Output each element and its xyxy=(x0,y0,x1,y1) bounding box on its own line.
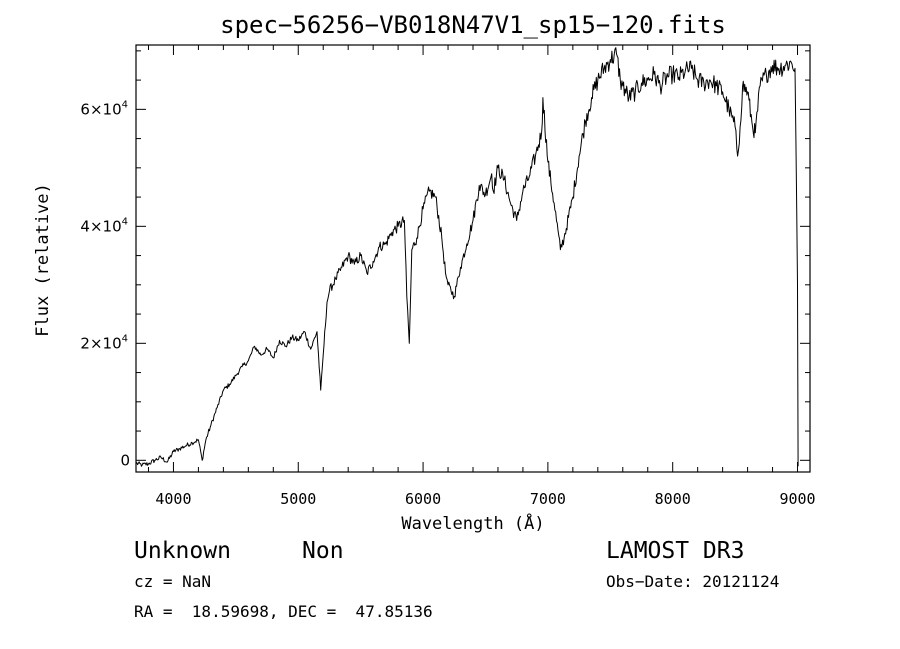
plot-frame xyxy=(135,44,811,473)
x-tick-label: 6000 xyxy=(405,490,441,508)
x-axis-label: Wavelength (Å) xyxy=(401,512,544,534)
y-axis-label: Flux (relative) xyxy=(33,183,53,337)
x-tick-label: 7000 xyxy=(530,490,566,508)
chart-title: spec−56256−VB018N47V1_sp15−120.fits xyxy=(220,11,726,39)
ra-dec-label: RA = 18.59698, DEC = 47.85136 xyxy=(134,602,433,621)
subclass-label: Non xyxy=(302,538,344,564)
y-tick-label: 4×104 xyxy=(80,216,128,235)
obs-date-label: Obs−Date: 20121124 xyxy=(606,572,780,591)
x-tick-label: 9000 xyxy=(779,490,815,508)
y-axis-ticks: 0 2×104 4×104 6×104 xyxy=(80,50,810,469)
x-tick-label: 5000 xyxy=(280,490,316,508)
cz-label: cz = NaN xyxy=(134,572,212,591)
survey-label: LAMOST DR3 xyxy=(606,538,745,564)
y-tick-label: 0 xyxy=(120,451,130,469)
class-label: Unknown xyxy=(134,538,231,564)
x-tick-label: 8000 xyxy=(655,490,691,508)
y-tick-label: 2×104 xyxy=(80,333,128,352)
x-axis-ticks: 4000 5000 6000 7000 8000 9000 xyxy=(147,45,816,508)
flux-series-line xyxy=(135,47,799,467)
y-tick-label: 6×104 xyxy=(80,99,128,118)
x-tick-label: 4000 xyxy=(155,490,191,508)
